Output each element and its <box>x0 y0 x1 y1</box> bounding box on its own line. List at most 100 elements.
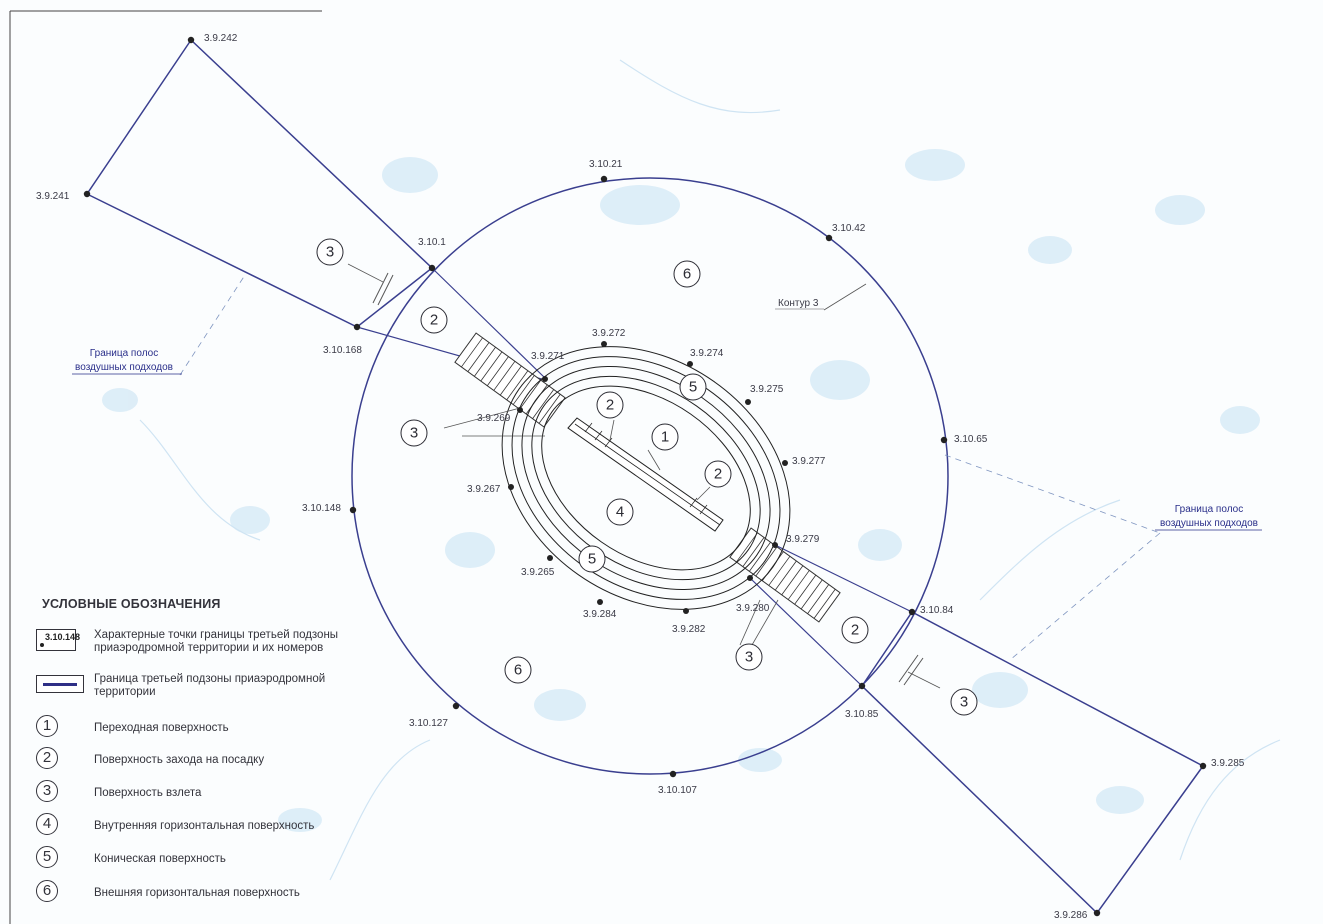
point-3-10-85 <box>858 682 866 690</box>
point-3-9-267 <box>508 484 514 490</box>
zone-2-se: 2 <box>851 622 859 639</box>
point-3-9-242 <box>187 36 195 44</box>
approach-boundary-markers <box>372 272 924 686</box>
label-3-9-277: 3.9.277 <box>792 456 826 467</box>
legend-zone-3-label: Поверхность взлета <box>94 787 202 799</box>
outer-horizontal-boundary <box>351 177 949 775</box>
label-3-9-267: 3.9.267 <box>467 484 501 495</box>
label-3-10-127: 3.10.127 <box>409 718 448 729</box>
point-3-10-127 <box>452 702 460 710</box>
zone-6-north: 6 <box>683 266 691 283</box>
label-3-10-84: 3.10.84 <box>920 605 954 616</box>
point-3-9-265 <box>547 555 553 561</box>
legend-zone-1-label: Переходная поверхность <box>94 722 229 734</box>
legend-point-description: Характерные точки границы третьей подзон… <box>94 629 339 654</box>
point-3-9-279 <box>772 542 778 548</box>
zone-6-south: 6 <box>514 662 522 679</box>
point-3-9-282 <box>683 608 689 614</box>
legend-zone-5-label: Коническая поверхность <box>94 853 226 865</box>
label-3-9-282: 3.9.282 <box>672 624 706 635</box>
point-3-10-168 <box>353 323 361 331</box>
approach-line-se <box>774 544 913 613</box>
legend-boundary-symbol <box>36 675 84 693</box>
point-3-9-269 <box>517 407 523 413</box>
approach-label-left-line2: воздушных подходов <box>75 362 173 373</box>
runway-strip <box>567 417 724 532</box>
approach-label-right-line2: воздушных подходов <box>1160 518 1258 529</box>
approach-label-left-line1: Граница полос <box>90 348 158 359</box>
point-3-10-21 <box>600 175 608 183</box>
point-dot-icon <box>40 643 44 647</box>
label-3-9-284: 3.9.284 <box>583 609 617 620</box>
legend-point-sample: 3.10.148 <box>45 632 81 642</box>
approach-polygon-southeast <box>861 611 1205 915</box>
point-3-9-274 <box>687 361 693 367</box>
label-3-10-168: 3.10.168 <box>323 345 362 356</box>
point-3-10-84 <box>908 608 916 616</box>
point-3-9-285 <box>1199 762 1207 770</box>
label-3-10-85: 3.10.85 <box>845 709 879 720</box>
legend-zone-6-icon: 6 <box>36 880 58 902</box>
map-annotations: Контур 3 Граница полос воздушных подходо… <box>72 298 1262 531</box>
boundary-line-icon <box>43 683 77 686</box>
legend-zone-5-icon: 5 <box>36 846 58 868</box>
point-3-10-42 <box>825 234 833 242</box>
label-3-10-1: 3.10.1 <box>418 237 446 248</box>
approach-polygon-northwest <box>85 38 434 328</box>
label-3-9-286: 3.9.286 <box>1054 910 1088 921</box>
zone-markers: 3 2 6 5 2 3 1 2 4 5 2 3 6 3 <box>316 238 978 716</box>
legend-point-symbol: 3.10.148 <box>36 629 80 651</box>
label-3-9-242: 3.9.242 <box>204 33 238 44</box>
zone-4: 4 <box>616 504 624 521</box>
contour-label: Контур 3 <box>778 298 819 309</box>
takeoff-surface-nw <box>454 332 566 428</box>
label-3-9-265: 3.9.265 <box>521 567 555 578</box>
label-3-9-274: 3.9.274 <box>690 348 724 359</box>
label-3-10-148: 3.10.148 <box>302 503 341 514</box>
label-3-10-21: 3.10.21 <box>589 159 623 170</box>
terrain-background <box>102 149 1260 832</box>
label-3-9-285: 3.9.285 <box>1211 758 1245 769</box>
point-3-9-277 <box>782 460 788 466</box>
point-3-9-275 <box>745 399 751 405</box>
terrain-streams <box>139 59 1281 881</box>
boundary-points <box>83 36 1207 917</box>
point-3-9-241 <box>83 190 91 198</box>
label-3-10-42: 3.10.42 <box>832 223 866 234</box>
legend-zone-6-label: Внешняя горизонтальная поверхность <box>94 887 300 899</box>
approach-dashed-lines <box>179 274 1161 661</box>
zone-1: 1 <box>661 429 669 446</box>
zone-3-se-outer: 3 <box>960 694 968 711</box>
approach-line-se-2 <box>749 577 863 687</box>
label-3-9-275: 3.9.275 <box>750 384 784 395</box>
point-3-10-148 <box>349 506 357 514</box>
legend-zone-2-label: Поверхность захода на посадку <box>94 754 265 766</box>
label-3-9-279: 3.9.279 <box>786 534 820 545</box>
zone-2-nw: 2 <box>430 312 438 329</box>
point-3-9-271 <box>542 376 548 382</box>
legend-zone-1-icon: 1 <box>36 715 58 737</box>
label-3-9-269: 3.9.269 <box>477 413 511 424</box>
legend-zone-3-icon: 3 <box>36 780 58 802</box>
label-3-9-280: 3.9.280 <box>736 603 770 614</box>
label-3-9-271: 3.9.271 <box>531 351 565 362</box>
approach-label-right-line1: Граница полос <box>1175 504 1243 515</box>
point-3-9-284 <box>597 599 603 605</box>
point-3-10-65 <box>940 436 948 444</box>
zone-3-nw-outer: 3 <box>326 244 334 261</box>
legend-zone-2-icon: 2 <box>36 747 58 769</box>
zone-5-south: 5 <box>588 551 596 568</box>
label-3-10-107: 3.10.107 <box>658 785 697 796</box>
zone-2-runway-nw: 2 <box>606 397 614 414</box>
point-3-9-280 <box>747 575 753 581</box>
zone-5-north: 5 <box>689 379 697 396</box>
point-3-9-286 <box>1093 909 1101 917</box>
zone-3-nw-inner: 3 <box>410 425 418 442</box>
zone-2-runway-se: 2 <box>714 466 722 483</box>
zone-3-se-inner: 3 <box>745 649 753 666</box>
label-3-9-241: 3.9.241 <box>36 191 70 202</box>
legend-zone-4-icon: 4 <box>36 813 58 835</box>
legend-zone-4-label: Внутренняя горизонтальная поверхность <box>94 820 315 832</box>
point-3-10-1 <box>428 264 436 272</box>
